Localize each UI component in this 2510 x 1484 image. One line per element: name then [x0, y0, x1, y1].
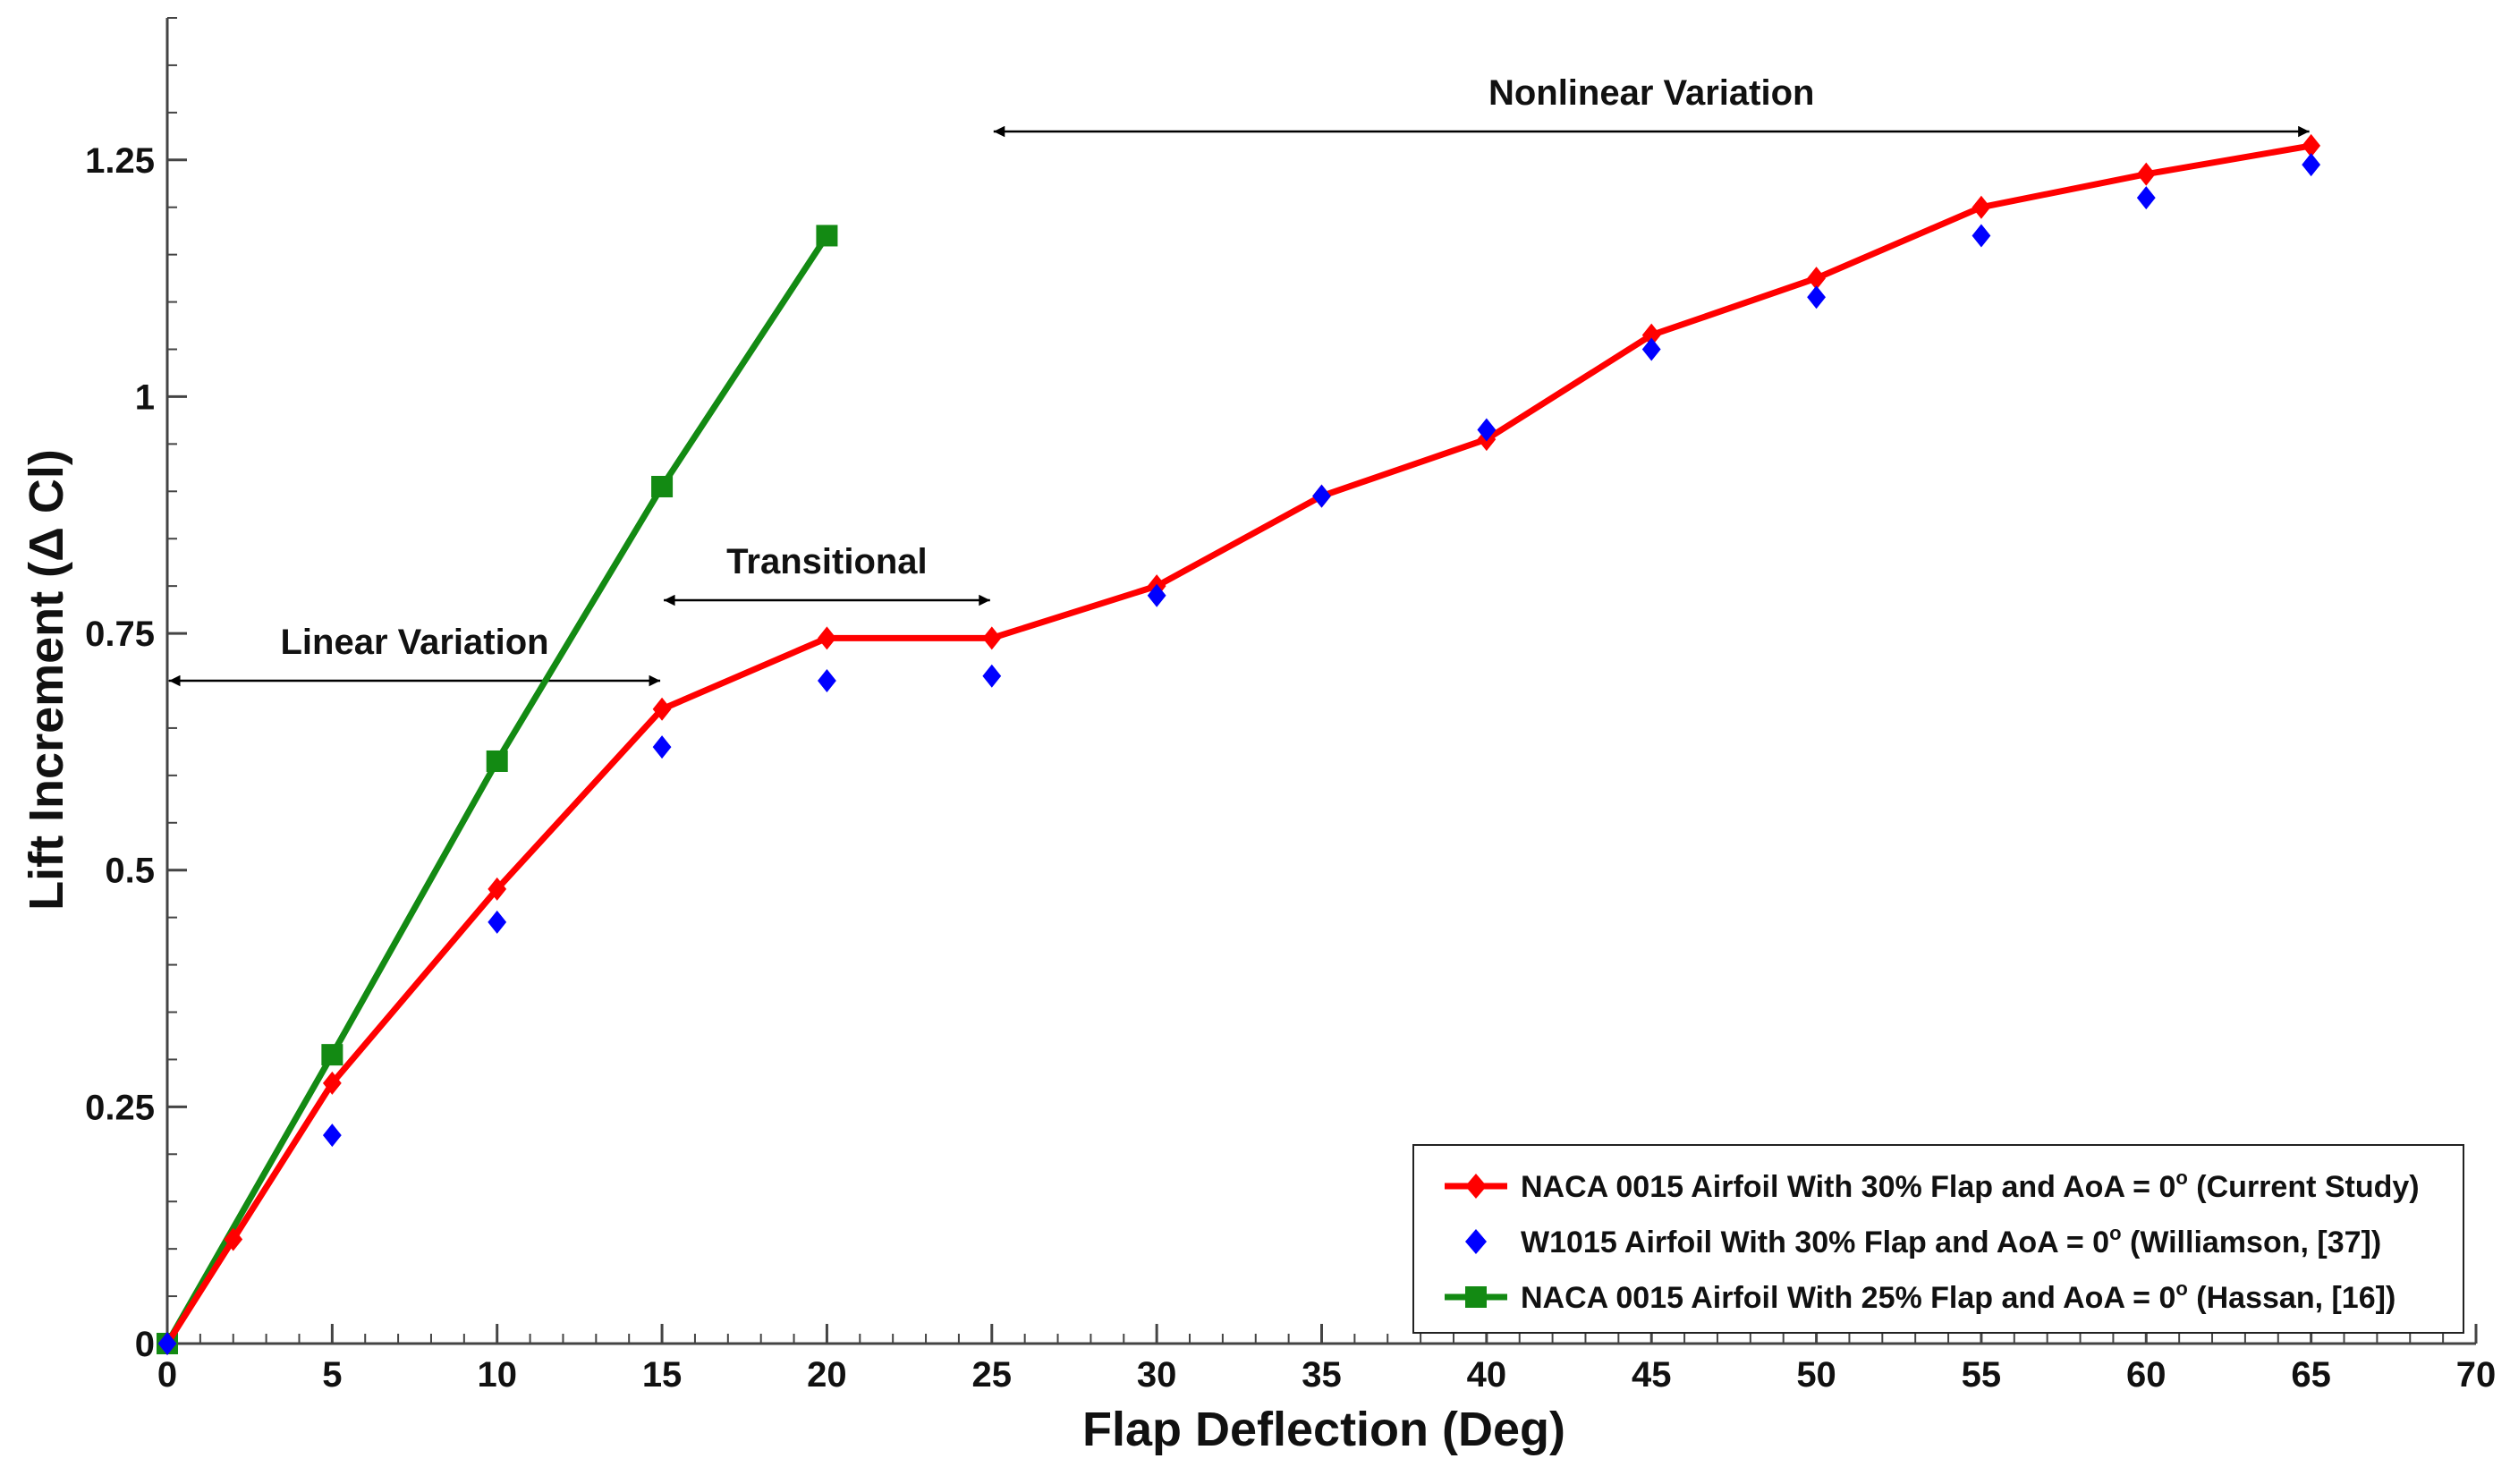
- series-layer: [157, 133, 2321, 1355]
- data-point: [157, 1332, 177, 1355]
- annotation-label: Transitional: [726, 542, 928, 581]
- data-point: [2136, 162, 2156, 186]
- legend-box: [1412, 1144, 2464, 1334]
- data-point: [1477, 418, 1497, 442]
- data-point: [818, 626, 836, 650]
- data-point: [2302, 133, 2321, 157]
- data-point: [322, 1071, 342, 1095]
- x-tick-label: 0: [157, 1355, 177, 1395]
- data-point: [1972, 224, 1991, 248]
- data-point: [651, 475, 674, 497]
- tick-labels: 0 5 10 15 20 25 30 35 40 45 50 55 60 65 70 0 0.25 0.5 0.75…: [85, 141, 2496, 1395]
- data-point: [1641, 323, 1661, 347]
- data-point: [321, 1044, 343, 1066]
- series-line: [164, 233, 830, 1345]
- x-tick-label: 40: [1467, 1355, 1507, 1395]
- data-point: [816, 225, 838, 247]
- data-point: [982, 664, 1002, 688]
- legend-item-hassan: NACA 0015 Airfoil With 25% Flap and AoA …: [1445, 1277, 2396, 1315]
- data-point: [1807, 285, 1826, 310]
- data-point: [1312, 484, 1331, 508]
- data-point: [1147, 583, 1166, 607]
- annotations: Linear Variation Transitional Nonlinear Va…: [169, 73, 2310, 687]
- x-tick-label: 65: [2291, 1355, 2331, 1395]
- annotation-label: Linear Variation: [280, 623, 548, 662]
- data-point: [1972, 195, 1991, 219]
- legend-swatch-marker: [1465, 1286, 1487, 1308]
- y-tick-label: 1: [135, 377, 155, 417]
- data-point: [2136, 186, 2156, 210]
- data-point: [1807, 267, 1826, 291]
- legend-label: W1015 Airfoil With 30% Flap and AoA = 0o…: [1521, 1222, 2381, 1259]
- x-tick-label: 60: [2126, 1355, 2167, 1395]
- data-point: [488, 877, 507, 901]
- x-tick-label: 35: [1302, 1355, 1342, 1395]
- y-tick-label: 0: [135, 1325, 155, 1364]
- data-point: [1641, 337, 1661, 361]
- x-tick-label: 10: [477, 1355, 517, 1395]
- x-tick-label: 5: [322, 1355, 342, 1395]
- x-axis-title: Flap Deflection (Deg): [1082, 1403, 1565, 1456]
- legend-item-current-study: NACA 0015 Airfoil With 30% Flap and AoA …: [1445, 1166, 2420, 1204]
- y-tick-label: 0.5: [105, 852, 155, 891]
- data-point: [2302, 153, 2321, 177]
- x-tick-label: 70: [2456, 1355, 2497, 1395]
- legend-label: NACA 0015 Airfoil With 30% Flap and AoA …: [1521, 1166, 2420, 1204]
- legend-swatch-marker: [1465, 1174, 1487, 1199]
- legend-item-williamson: W1015 Airfoil With 30% Flap and AoA = 0o…: [1465, 1222, 2381, 1259]
- annotation-label: Nonlinear Variation: [1488, 73, 1815, 113]
- x-tick-label: 15: [642, 1355, 683, 1395]
- data-point: [982, 626, 1002, 650]
- data-point: [652, 697, 672, 721]
- legend: NACA 0015 Airfoil With 30% Flap and AoA …: [1412, 1144, 2464, 1334]
- y-axis-title: Lift Increment (Δ Cl): [20, 449, 73, 911]
- x-tick-label: 50: [1796, 1355, 1836, 1395]
- series-1: [157, 153, 2321, 1355]
- x-tick-label: 55: [1962, 1355, 2002, 1395]
- data-point: [322, 1124, 342, 1148]
- data-point: [818, 669, 836, 692]
- data-point: [488, 910, 507, 934]
- x-tick-label: 30: [1137, 1355, 1177, 1395]
- data-point: [224, 1227, 243, 1251]
- x-tick-label: 45: [1632, 1355, 1672, 1395]
- y-tick-label: 0.25: [85, 1088, 155, 1127]
- x-tick-label: 25: [972, 1355, 1013, 1395]
- y-tick-label: 0.75: [85, 615, 155, 654]
- x-tick-label: 20: [807, 1355, 847, 1395]
- series-2: [157, 225, 838, 1354]
- data-point: [652, 735, 672, 759]
- legend-label: NACA 0015 Airfoil With 25% Flap and AoA …: [1521, 1277, 2396, 1315]
- y-tick-label: 1.25: [85, 141, 155, 181]
- data-point: [486, 750, 508, 772]
- legend-swatch-marker: [1465, 1229, 1487, 1254]
